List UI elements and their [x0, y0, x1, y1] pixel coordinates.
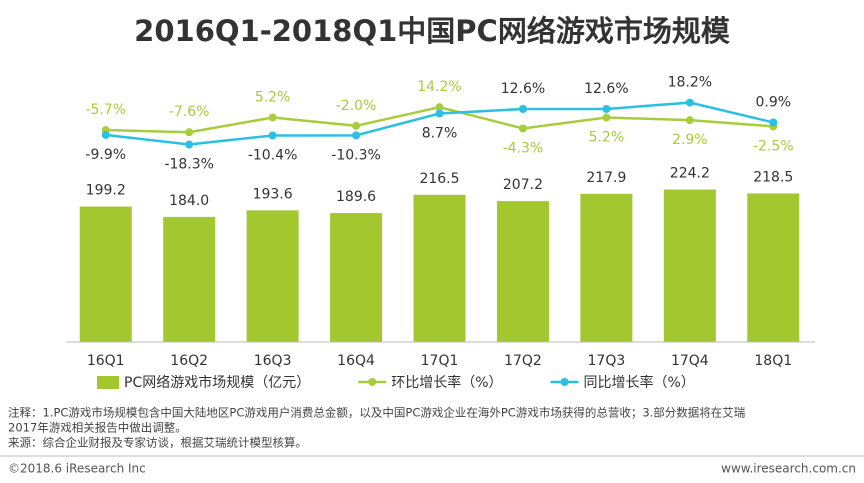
- line-value-label: 14.2%: [417, 79, 461, 95]
- line-value-label: -2.0%: [336, 98, 377, 114]
- line-point: [602, 113, 611, 122]
- line-value-label: -2.5%: [753, 138, 794, 154]
- line-value-label: -7.6%: [169, 104, 210, 120]
- line-point: [518, 105, 527, 114]
- note: 注释：1.PC游戏市场规模包含中国大陆地区PC游戏用户消费总金额，以及中国PC游…: [8, 406, 745, 420]
- legend-swatch: [560, 378, 569, 386]
- note: 2017年游戏相关报告中做出调整。: [8, 421, 187, 435]
- line-value-label: -10.3%: [331, 147, 381, 163]
- line-value-label: -9.9%: [85, 147, 126, 163]
- bar: [747, 193, 800, 342]
- line-point: [518, 124, 527, 133]
- line-value-label: -10.4%: [248, 147, 298, 163]
- line-value-label: -4.3%: [503, 140, 544, 156]
- line-value-label: 5.2%: [589, 130, 625, 146]
- x-tick-label: 16Q1: [87, 353, 125, 369]
- legend-label: 同比增长率（%）: [584, 374, 695, 391]
- x-tick-label: 18Q1: [754, 353, 792, 369]
- x-tick-label: 17Q1: [421, 353, 459, 369]
- bar-value-label: 184.0: [169, 193, 209, 209]
- bar-value-label: 207.2: [503, 177, 543, 193]
- line-point: [602, 105, 611, 114]
- line-value-label: 8.7%: [422, 125, 458, 141]
- line-point: [101, 130, 110, 139]
- bar: [580, 193, 633, 342]
- bar: [246, 210, 299, 342]
- line-point: [352, 131, 361, 140]
- footer-right: www.iresearch.com.cn: [721, 462, 856, 476]
- line-point: [769, 118, 778, 127]
- bar-value-label: 217.9: [586, 170, 626, 186]
- bar-value-label: 189.6: [336, 189, 376, 205]
- x-tick-label: 16Q2: [170, 353, 208, 369]
- line-value-label: 5.2%: [255, 90, 291, 106]
- legend-label: PC网络游戏市场规模（亿元）: [124, 374, 310, 391]
- line-value-label: 12.6%: [584, 81, 628, 97]
- bar-value-label: 193.6: [253, 186, 293, 202]
- line-point: [185, 140, 194, 149]
- bar: [663, 189, 716, 342]
- line-point: [435, 103, 444, 112]
- bar: [496, 201, 549, 342]
- line-point: [435, 109, 444, 118]
- note: 来源：综合企业财报及专家访谈，根据艾瑞统计模型核算。: [8, 436, 307, 450]
- x-tick-label: 17Q4: [671, 353, 709, 369]
- legend-swatch: [368, 378, 377, 386]
- line-point: [685, 116, 694, 125]
- legend-swatch: [97, 376, 119, 389]
- line-value-label: 2.9%: [672, 132, 708, 148]
- line-value-label: 0.9%: [755, 94, 791, 110]
- bar-value-label: 216.5: [419, 171, 459, 187]
- bar: [330, 213, 383, 342]
- bar-value-label: 224.2: [670, 166, 710, 182]
- footer-left: ©2018.6 iResearch Inc: [8, 462, 146, 476]
- line-point: [268, 131, 277, 140]
- bar: [79, 206, 132, 342]
- line-value-label: 18.2%: [668, 75, 712, 91]
- x-tick-label: 17Q2: [504, 353, 542, 369]
- bar-value-label: 218.5: [753, 169, 793, 185]
- line-point: [352, 121, 361, 130]
- line-point: [685, 98, 694, 107]
- legend-label: 环比增长率（%）: [391, 374, 502, 391]
- bar-value-label: 199.2: [86, 183, 126, 199]
- bar: [163, 216, 216, 342]
- line-point: [268, 113, 277, 122]
- line-point: [185, 128, 194, 137]
- x-tick-label: 16Q3: [254, 353, 292, 369]
- chart-title: 2016Q1-2018Q1中国PC网络游戏市场规模: [134, 14, 731, 48]
- x-tick-label: 17Q3: [588, 353, 626, 369]
- line-value-label: -18.3%: [164, 157, 214, 173]
- bar: [413, 194, 466, 342]
- line-value-label: -5.7%: [85, 102, 126, 118]
- line-value-label: 12.6%: [501, 81, 545, 97]
- x-tick-label: 16Q4: [337, 353, 375, 369]
